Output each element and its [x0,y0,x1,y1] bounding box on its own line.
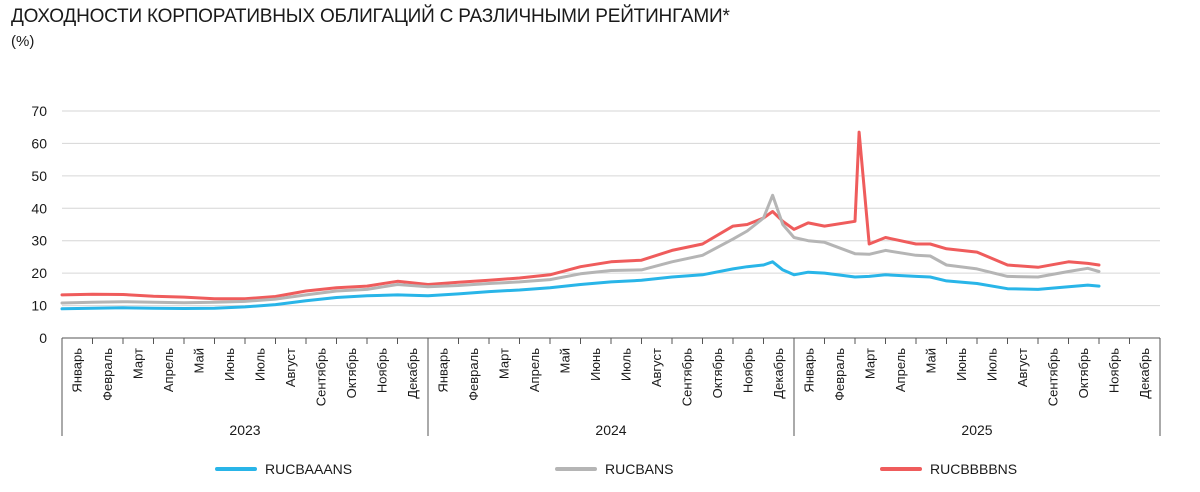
x-month-label: Январь [435,348,450,393]
x-month-label: Декабрь [1137,348,1152,399]
x-month-label: Ноябрь [1106,348,1121,393]
x-month-label: Май [557,348,572,373]
x-month-label: Март [496,348,511,379]
y-tick-label: 60 [31,135,47,151]
x-month-label: Апрель [527,348,542,392]
x-month-label: Ноябрь [374,348,389,393]
x-month-label: Май [191,348,206,373]
x-month-label: Октябрь [1076,348,1091,399]
y-tick-label: 10 [31,298,47,314]
x-month-label: Октябрь [710,348,725,399]
x-month-label: Февраль [100,348,115,401]
x-month-label: Февраль [832,348,847,401]
y-tick-label: 40 [31,200,47,216]
x-month-label: Ноябрь [740,348,755,393]
x-month-label: Январь [69,348,84,393]
x-month-label: Сентябрь [313,348,328,406]
x-month-label: Июнь [954,348,969,381]
x-month-label: Август [649,348,664,387]
x-month-label: Март [130,348,145,379]
x-month-label: Январь [801,348,816,393]
x-month-label: Июнь [588,348,603,381]
x-month-label: Октябрь [344,348,359,399]
x-month-label: Июль [618,348,633,381]
x-month-label: Март [862,348,877,379]
chart-unit-label: (%) [11,33,35,50]
legend-label-rucbbbbns: RUCBBBBNS [930,461,1018,477]
x-month-label: Декабрь [405,348,420,399]
legend-item-rucbaaans: RUCBAAANS [215,461,352,477]
legend-label-rucbans: RUCBANS [605,461,674,477]
series-line-rucbans [60,193,1101,305]
x-year-label: 2025 [961,422,992,438]
x-month-label: Июль [252,348,267,381]
legend-swatch-rucbaaans [215,467,257,471]
x-year-label: 2024 [595,422,626,438]
x-month-label: Сентябрь [1045,348,1060,406]
x-month-label: Август [1015,348,1030,387]
legend-label-rucbaaans: RUCBAAANS [265,461,353,477]
legend-swatch-rucbans [555,467,597,471]
x-month-label: Май [923,348,938,373]
chart-title: ДОХОДНОСТИ КОРПОРАТИВНЫХ ОБЛИГАЦИЙ С РАЗ… [11,6,730,27]
y-tick-label: 20 [31,265,47,281]
y-tick-label: 30 [31,233,47,249]
x-month-label: Август [283,348,298,387]
x-month-label: Февраль [466,348,481,401]
series-line-rucbaaans [60,260,1101,311]
x-month-label: Июнь [222,348,237,381]
series-line-rucbbbbns [60,130,1101,301]
legend-item-rucbbbbns: RUCBBBBNS [880,461,1017,477]
y-tick-label: 50 [31,168,47,184]
x-month-label: Декабрь [771,348,786,399]
x-year-label: 2023 [229,422,260,438]
x-month-label: Июль [984,348,999,381]
x-month-label: Сентябрь [679,348,694,406]
y-tick-label: 0 [39,330,47,346]
y-tick-label: 70 [31,103,47,119]
x-month-label: Апрель [893,348,908,392]
x-month-label: Апрель [161,348,176,392]
legend-item-rucbans: RUCBANS [555,461,673,477]
legend-swatch-rucbbbbns [880,467,922,471]
